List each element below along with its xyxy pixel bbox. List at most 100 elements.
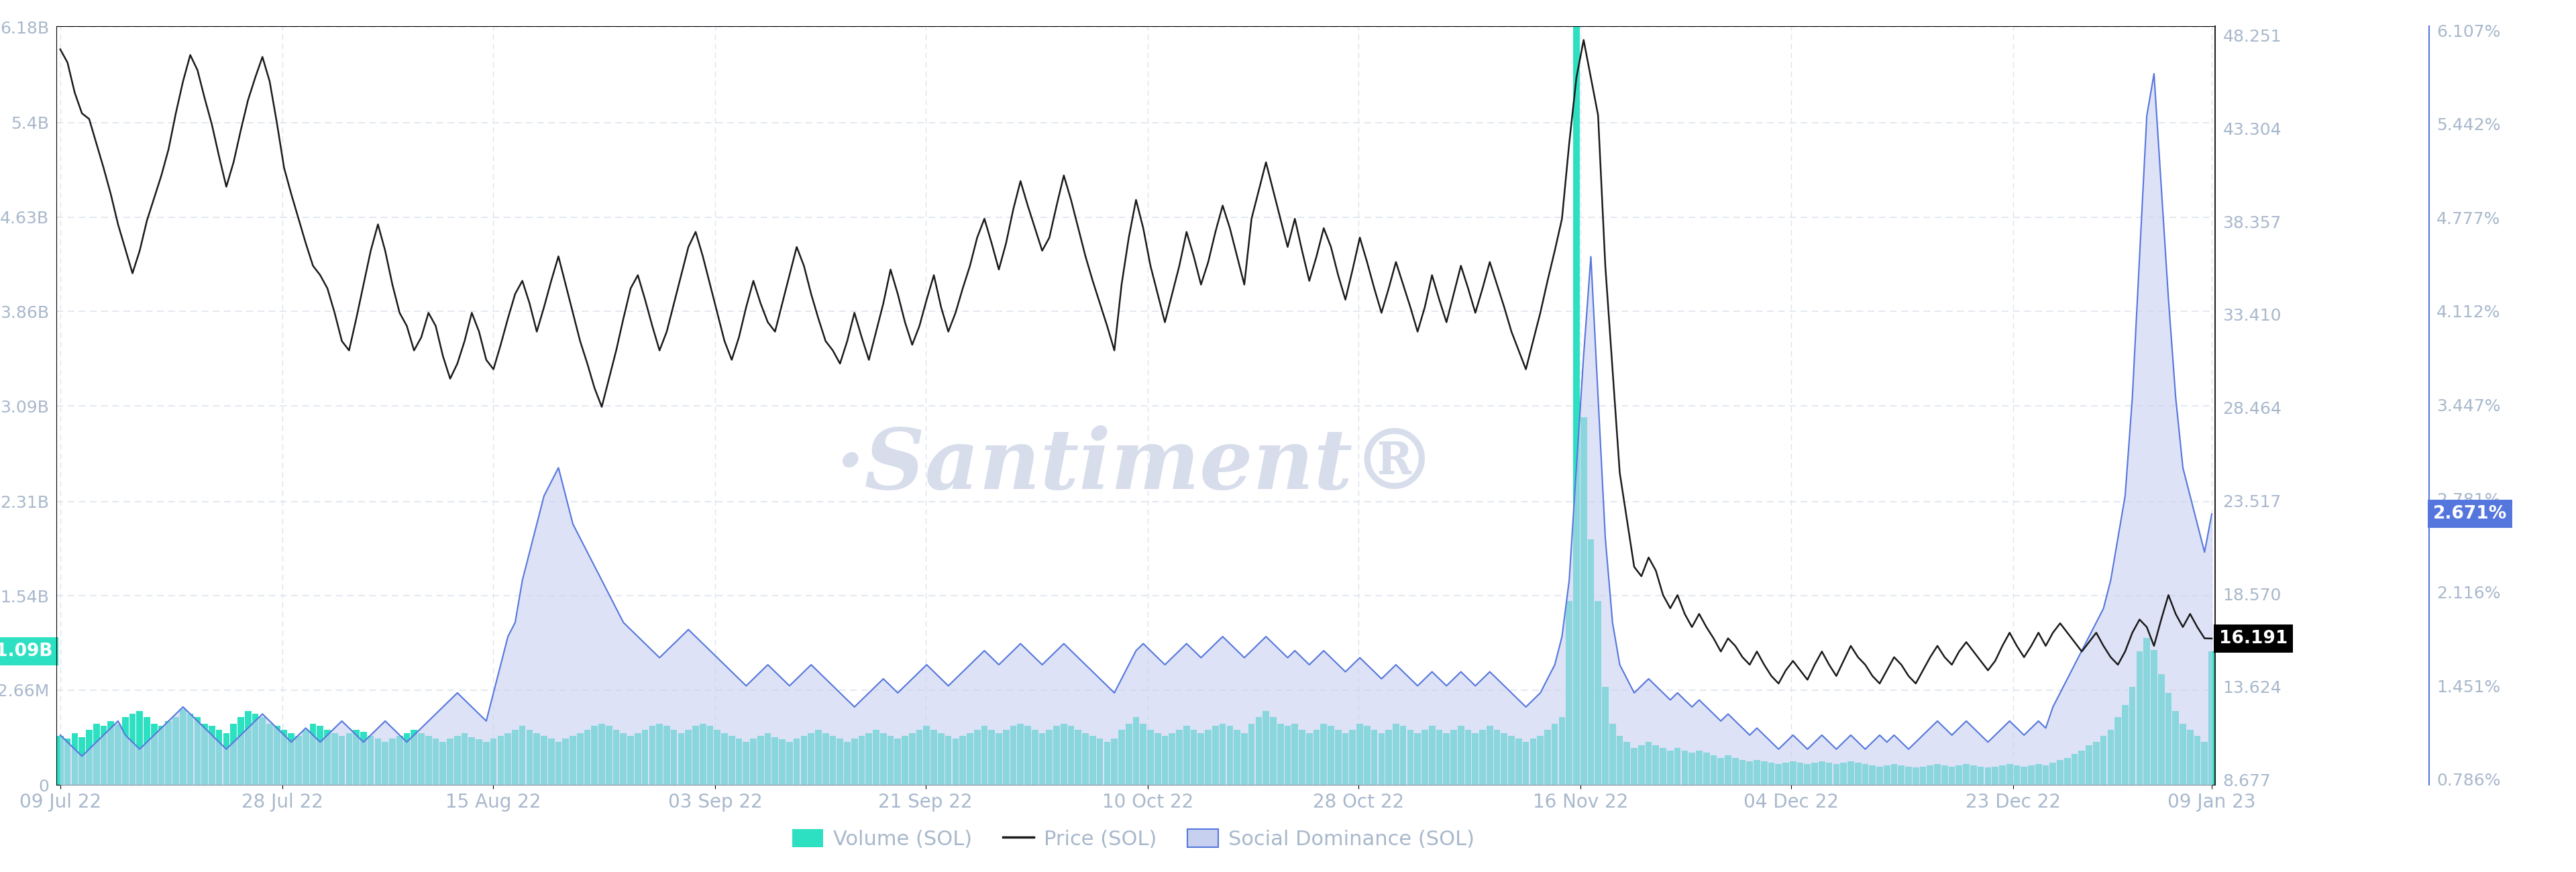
Bar: [621, 733, 626, 785]
Bar: [345, 733, 353, 785]
Bar: [1551, 724, 1558, 785]
Bar: [778, 739, 786, 785]
Bar: [2107, 730, 2115, 785]
Bar: [592, 726, 598, 785]
Bar: [1435, 730, 1443, 785]
Bar: [1054, 726, 1059, 785]
Bar: [945, 736, 951, 785]
Bar: [2143, 637, 2151, 785]
Text: ·Santiment®: ·Santiment®: [835, 426, 1437, 507]
Bar: [337, 736, 345, 785]
Bar: [1249, 724, 1255, 785]
Bar: [742, 742, 750, 785]
Bar: [260, 718, 265, 785]
Bar: [670, 730, 677, 785]
Bar: [938, 733, 945, 785]
Bar: [958, 736, 966, 785]
Bar: [1739, 760, 1747, 785]
Bar: [1494, 730, 1499, 785]
Bar: [1935, 764, 1940, 785]
Bar: [1386, 730, 1391, 785]
Bar: [809, 733, 814, 785]
Bar: [1422, 730, 1427, 785]
Bar: [1783, 763, 1790, 785]
Bar: [909, 733, 914, 785]
Bar: [165, 721, 173, 785]
Bar: [446, 739, 453, 785]
Bar: [2050, 763, 2056, 785]
Bar: [1602, 686, 1607, 785]
Bar: [922, 726, 930, 785]
Bar: [72, 733, 77, 785]
Bar: [404, 733, 410, 785]
Bar: [1090, 736, 1095, 785]
Bar: [152, 724, 157, 785]
Bar: [1126, 724, 1131, 785]
Bar: [410, 730, 417, 785]
Bar: [1767, 763, 1775, 785]
Bar: [237, 718, 245, 785]
Bar: [1674, 748, 1680, 785]
Bar: [245, 712, 252, 785]
Bar: [974, 730, 981, 785]
Bar: [216, 730, 222, 785]
Bar: [1754, 760, 1759, 785]
Bar: [1278, 724, 1283, 785]
Bar: [701, 724, 706, 785]
Bar: [1046, 730, 1054, 785]
Bar: [714, 730, 721, 785]
Bar: [994, 733, 1002, 785]
Bar: [265, 724, 273, 785]
Bar: [677, 733, 685, 785]
Bar: [894, 739, 902, 785]
Bar: [757, 736, 765, 785]
Bar: [829, 736, 837, 785]
Bar: [1133, 718, 1139, 785]
Bar: [229, 724, 237, 785]
Bar: [2020, 766, 2027, 785]
Bar: [569, 736, 577, 785]
Bar: [886, 736, 894, 785]
Bar: [2014, 765, 2020, 785]
Bar: [332, 733, 337, 785]
Bar: [1984, 767, 1991, 785]
Bar: [1834, 764, 1839, 785]
Bar: [144, 718, 149, 785]
Bar: [2166, 693, 2172, 785]
Bar: [1097, 739, 1103, 785]
Bar: [1141, 724, 1146, 785]
Bar: [381, 742, 389, 785]
Bar: [562, 739, 569, 785]
Bar: [1515, 739, 1522, 785]
Bar: [981, 726, 987, 785]
Bar: [1363, 726, 1370, 785]
Bar: [188, 713, 193, 785]
Bar: [1703, 753, 1710, 785]
Bar: [1646, 742, 1651, 785]
Bar: [649, 726, 654, 785]
Bar: [1350, 730, 1355, 785]
Bar: [2202, 742, 2208, 785]
Bar: [1270, 718, 1278, 785]
Bar: [1862, 764, 1868, 785]
Bar: [1638, 746, 1643, 785]
Bar: [634, 733, 641, 785]
Bar: [116, 725, 121, 785]
Bar: [837, 739, 842, 785]
Bar: [989, 730, 994, 785]
Bar: [1074, 730, 1082, 785]
Bar: [224, 733, 229, 785]
Bar: [706, 726, 714, 785]
Bar: [440, 742, 446, 785]
Bar: [469, 737, 474, 785]
Bar: [2063, 758, 2071, 785]
Bar: [1790, 761, 1795, 785]
Bar: [966, 733, 974, 785]
Bar: [1718, 758, 1723, 785]
Bar: [577, 733, 582, 785]
Bar: [1110, 739, 1118, 785]
Bar: [953, 739, 958, 785]
Bar: [2092, 742, 2099, 785]
Bar: [1659, 748, 1667, 785]
Bar: [1262, 712, 1270, 785]
